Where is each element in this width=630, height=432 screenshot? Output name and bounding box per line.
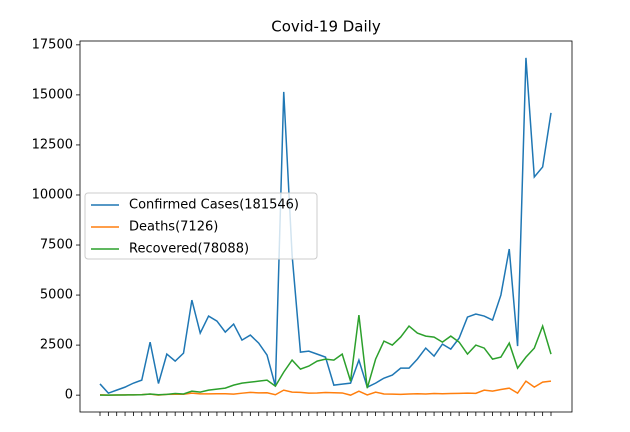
series-line [99, 57, 552, 395]
y-tick-label: 7500 [40, 238, 73, 253]
y-tick-label: 0 [65, 388, 73, 403]
legend-label: Confirmed Cases(181546) [129, 198, 299, 213]
y-tick-label: 10000 [32, 187, 73, 202]
y-tick-label: 17500 [32, 37, 73, 52]
y-tick-label: 2500 [40, 338, 73, 353]
series-line [99, 380, 552, 396]
axes-frame [79, 40, 573, 413]
y-tick-label: 15000 [32, 87, 73, 102]
legend-label: Deaths(7126) [129, 220, 218, 235]
y-tick-label: 12500 [32, 137, 73, 152]
legend-box [84, 192, 318, 260]
series-line [100, 314, 552, 396]
chart-title: Covid-19 Daily [271, 18, 381, 36]
y-tick-label: 5000 [40, 288, 73, 303]
legend-label: Recovered(78088) [129, 242, 249, 257]
